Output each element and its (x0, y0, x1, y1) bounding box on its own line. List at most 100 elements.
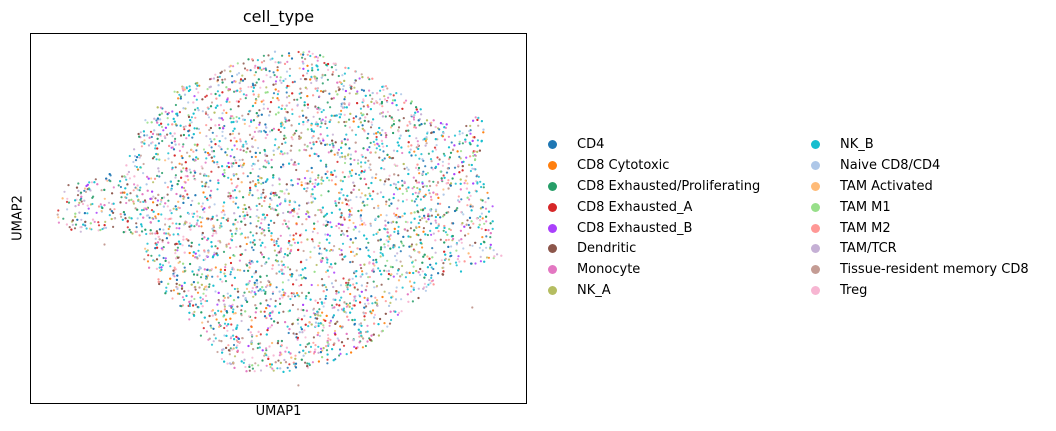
data-point (79, 191, 83, 194)
data-point (384, 312, 387, 315)
point-cloud (56, 50, 503, 387)
data-point (447, 162, 450, 165)
data-point (205, 94, 208, 97)
data-point (381, 85, 384, 88)
data-point (273, 74, 276, 77)
data-point (292, 283, 295, 286)
data-point (379, 238, 382, 241)
data-point (397, 174, 400, 177)
data-point (286, 225, 289, 228)
data-point (334, 62, 337, 65)
data-point (259, 251, 262, 254)
data-point (406, 124, 409, 127)
data-point (267, 280, 270, 283)
data-point (432, 267, 435, 271)
data-point (396, 164, 399, 167)
data-point (400, 146, 403, 149)
data-point (175, 257, 178, 260)
data-point (386, 325, 389, 328)
data-point (363, 234, 366, 237)
data-point (208, 269, 211, 272)
data-point (254, 101, 257, 105)
data-point (321, 82, 324, 85)
data-point (236, 324, 239, 327)
data-point (458, 130, 461, 133)
data-point (367, 120, 370, 123)
data-point (161, 239, 164, 242)
data-point (304, 182, 307, 185)
data-point (411, 261, 414, 264)
data-point (348, 302, 352, 305)
data-point (231, 303, 234, 306)
data-point (281, 223, 284, 226)
data-point (108, 214, 111, 217)
data-point (193, 143, 196, 146)
data-point (210, 101, 214, 104)
data-point (175, 278, 178, 281)
data-point (194, 303, 197, 306)
data-point (229, 108, 232, 111)
data-point (481, 199, 484, 202)
data-point (264, 91, 267, 94)
data-point (91, 218, 95, 221)
data-point (274, 80, 278, 83)
data-point (383, 168, 386, 171)
data-point (154, 144, 157, 147)
data-point (363, 302, 367, 305)
data-point (373, 250, 376, 253)
data-point (380, 273, 383, 276)
data-point (424, 273, 427, 276)
data-point (333, 169, 336, 172)
data-point (194, 288, 197, 291)
data-point (131, 232, 134, 235)
data-point (247, 269, 250, 272)
data-point (401, 151, 404, 155)
data-point (291, 112, 294, 116)
data-point (310, 75, 313, 78)
data-point (472, 222, 475, 225)
data-point (319, 54, 322, 57)
data-point (199, 296, 202, 299)
data-point (264, 262, 267, 265)
data-point (413, 114, 416, 117)
data-point (349, 198, 352, 202)
data-point (390, 116, 393, 119)
data-point (242, 164, 245, 167)
data-point (301, 56, 304, 59)
data-point (253, 66, 256, 69)
data-point (409, 227, 412, 230)
data-point (201, 98, 204, 101)
data-point (379, 317, 382, 321)
data-point (383, 322, 386, 325)
data-point (174, 123, 177, 126)
data-point (399, 275, 402, 278)
data-point (182, 143, 185, 146)
data-point (112, 186, 115, 189)
data-point (190, 224, 193, 227)
data-point (248, 290, 251, 293)
data-point (350, 213, 353, 217)
data-point (461, 222, 464, 225)
data-point (353, 254, 356, 257)
data-point (290, 183, 293, 187)
data-point (159, 118, 162, 121)
data-point (268, 305, 271, 308)
data-point (236, 221, 239, 224)
data-point (290, 57, 294, 60)
data-point (347, 226, 350, 229)
data-point (414, 154, 417, 157)
data-point (206, 88, 209, 91)
data-point (476, 144, 479, 147)
data-point (320, 110, 323, 114)
data-point (435, 221, 438, 224)
data-point (348, 170, 351, 173)
data-point (282, 79, 285, 82)
data-point (263, 229, 266, 232)
data-point (233, 136, 236, 140)
data-point (338, 88, 341, 91)
data-point (188, 244, 191, 247)
data-point (230, 335, 233, 338)
data-point (243, 203, 246, 207)
data-point (180, 287, 184, 290)
data-point (466, 182, 469, 185)
